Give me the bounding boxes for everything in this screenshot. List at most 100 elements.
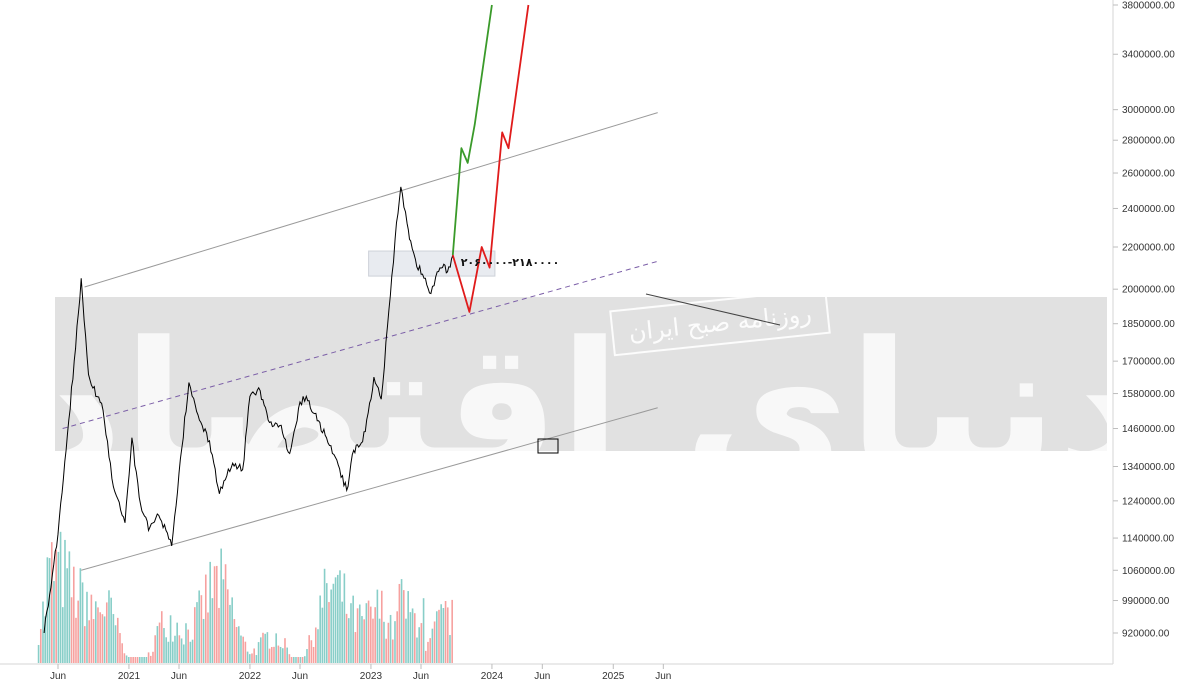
bullish-scenario-line [451, 4, 493, 256]
volume-bar [130, 657, 132, 663]
volume-bar [444, 601, 447, 663]
volume-bar [176, 622, 178, 663]
volume-bar [253, 648, 255, 663]
volume-bar [160, 611, 163, 663]
volume-bar [251, 653, 253, 663]
axis-layer: 920000.00 990000.00 1060000.00 1140000.00 12… [0, 0, 1175, 682]
volume-bar [233, 619, 236, 663]
volume-bar [416, 637, 418, 663]
y-tick-label: 2600000.00 [1122, 169, 1175, 180]
volume-bar [108, 590, 110, 663]
volume-bar [255, 655, 258, 663]
volume-bar [292, 656, 295, 663]
volume-bar [138, 657, 141, 663]
volume-bar [262, 632, 264, 663]
volume-bar [94, 601, 97, 663]
watermark-band [55, 297, 1107, 451]
volume-bar [279, 646, 282, 663]
channel-line-upper [84, 112, 658, 288]
zone-layer [368, 250, 496, 277]
volume-bar [70, 597, 73, 663]
volume-bar [156, 626, 159, 663]
watermark-secondary-box [609, 287, 831, 357]
volume-bar [42, 601, 44, 663]
volume-bar [343, 573, 346, 663]
volume-bar [39, 628, 42, 663]
volume-bar [427, 641, 429, 663]
volume-bar [402, 590, 405, 663]
y-tick-label: 3400000.00 [1122, 50, 1175, 61]
y-tick-label: 1850000.00 [1122, 319, 1175, 330]
volume-bar [143, 657, 145, 663]
volume-bar [435, 611, 438, 663]
volume-bar [37, 644, 40, 663]
volume-bar [226, 589, 229, 663]
volume-bar [222, 579, 225, 663]
volume-bar [178, 635, 181, 663]
volume-bar [75, 617, 77, 663]
y-tick-label: 1060000.00 [1122, 566, 1175, 577]
channel-line-middle [62, 260, 658, 430]
volume-bar [396, 611, 398, 663]
volume-bar [354, 632, 357, 663]
x-tick-label: 2022 [239, 671, 262, 682]
volume-bar [97, 607, 99, 663]
volume-bar [112, 614, 115, 663]
volume-bar [125, 655, 128, 663]
volume-bar [169, 615, 172, 663]
volume-bar [372, 618, 374, 663]
volume-bar [198, 590, 200, 663]
volume-bar [380, 590, 383, 663]
volume-bar [189, 641, 192, 663]
y-tick-label: 1240000.00 [1122, 496, 1175, 507]
volume-bar [284, 638, 286, 663]
volume-bar [319, 595, 321, 663]
y-tick-label: 3000000.00 [1122, 105, 1175, 116]
volume-bar [134, 657, 137, 663]
volume-bar [330, 589, 332, 663]
volume-bar [275, 633, 277, 663]
volume-bar [165, 637, 167, 663]
watermark-band-rect [55, 297, 1107, 451]
volume-bar [244, 641, 247, 663]
volume-bar [114, 625, 117, 663]
volume-bar [68, 551, 71, 663]
volume-bar [424, 650, 427, 663]
volume-bar [405, 618, 407, 663]
volume-bar [182, 644, 185, 663]
volume-bar [79, 568, 82, 663]
volume-bar [57, 551, 60, 663]
volume-bar [383, 621, 385, 663]
volume-bar [376, 589, 379, 663]
volume-bar [191, 639, 194, 663]
bearish-scenario-line [451, 4, 530, 313]
volume-bar [314, 627, 317, 663]
volume-bar [332, 583, 335, 663]
volume-bar [286, 647, 288, 663]
volume-bar [301, 657, 304, 663]
volume-bar [363, 619, 365, 663]
volume-bar [336, 574, 339, 663]
volume-bar [321, 607, 324, 663]
volume-bar [268, 648, 271, 663]
volume-bar [449, 635, 451, 663]
volume-bar [220, 548, 222, 663]
volume-bar [350, 603, 352, 663]
volume-bar [119, 633, 121, 663]
volume-bar [347, 618, 350, 663]
volume-bar [218, 607, 220, 663]
volume-layer [37, 531, 453, 663]
volume-bar [44, 616, 46, 663]
volume-bar [438, 609, 440, 663]
y-tick-label: 2000000.00 [1122, 285, 1175, 296]
volume-bar [147, 652, 150, 663]
volume-bar [306, 649, 308, 663]
volume-bar [207, 612, 209, 663]
series-layer [43, 4, 530, 634]
x-tick-label: Jun [50, 671, 66, 682]
volume-bar [237, 626, 240, 663]
volume-bar [200, 595, 203, 663]
volume-bar [358, 604, 361, 663]
price-series [43, 186, 454, 634]
